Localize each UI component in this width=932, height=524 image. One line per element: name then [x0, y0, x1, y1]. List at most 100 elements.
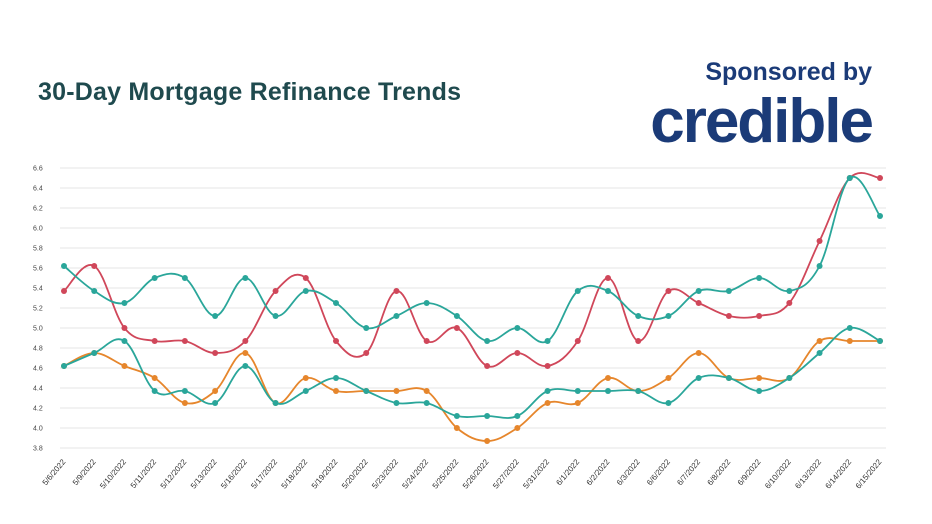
y-tick-label: 5.0: [33, 326, 43, 333]
y-tick-label: 4.2: [33, 406, 43, 413]
data-point: [181, 388, 188, 394]
data-point: [665, 400, 672, 406]
data-point: [725, 288, 732, 294]
data-point: [423, 300, 430, 306]
data-point: [635, 388, 642, 394]
data-point: [816, 350, 823, 356]
data-point: [665, 375, 672, 381]
credible-logo[interactable]: credible: [650, 87, 874, 156]
y-tick-label: 5.8: [33, 246, 43, 253]
y-tick-label: 6.4: [33, 186, 43, 193]
data-point: [61, 263, 67, 269]
data-point: [91, 288, 98, 294]
x-tick-label: 6/9/2022: [736, 457, 763, 487]
data-point: [121, 338, 128, 344]
x-tick-label: 5/16/2022: [219, 457, 249, 490]
data-point: [635, 338, 642, 344]
data-point: [181, 275, 188, 281]
data-point: [605, 288, 611, 294]
data-point: [725, 313, 732, 319]
y-tick-label: 4.4: [33, 386, 43, 393]
y-tick-label: 5.4: [33, 286, 43, 293]
y-tick-label: 6.2: [33, 206, 43, 213]
data-point: [544, 338, 551, 344]
x-tick-label: 6/3/2022: [615, 457, 642, 487]
x-tick-label: 5/25/2022: [431, 457, 461, 490]
data-point: [212, 350, 219, 356]
data-point: [302, 375, 309, 381]
data-point: [695, 300, 702, 306]
data-point: [212, 313, 219, 319]
series-line: [63, 172, 881, 368]
y-tick-label: 3.8: [33, 446, 43, 453]
data-point: [333, 388, 339, 394]
data-point: [61, 363, 67, 369]
data-point: [453, 425, 460, 431]
data-point: [363, 325, 370, 331]
y-tick-label: 6.0: [33, 226, 43, 233]
data-point: [605, 275, 611, 281]
x-tick-label: 6/8/2022: [706, 457, 733, 487]
x-tick-label: 5/26/2022: [461, 457, 491, 490]
x-tick-label: 6/2/2022: [585, 457, 612, 487]
data-point: [181, 400, 188, 406]
data-point: [756, 313, 763, 319]
data-point: [574, 288, 581, 294]
data-point: [786, 375, 793, 381]
data-point: [786, 288, 793, 294]
x-tick-label: 5/31/2022: [521, 457, 551, 490]
data-point: [756, 275, 763, 281]
series-line: [63, 337, 880, 442]
data-point: [242, 363, 249, 369]
data-point: [514, 350, 521, 356]
data-point: [423, 338, 430, 344]
data-point: [333, 300, 339, 306]
data-point: [363, 388, 370, 394]
x-tick-label: 6/10/2022: [763, 457, 793, 490]
data-point: [423, 400, 430, 406]
y-tick-label: 5.6: [33, 266, 43, 273]
data-point: [302, 288, 309, 294]
data-point: [393, 400, 400, 406]
data-point: [302, 388, 309, 394]
data-point: [91, 263, 98, 269]
data-point: [181, 338, 188, 344]
data-point: [514, 425, 521, 431]
page-title: 30-Day Mortgage Refinance Trends: [38, 78, 462, 106]
y-tick-label: 5.2: [33, 306, 43, 313]
data-point: [242, 338, 249, 344]
data-point: [121, 363, 128, 369]
data-point: [786, 300, 793, 306]
series-line: [63, 326, 881, 419]
data-point: [574, 400, 581, 406]
data-point: [272, 400, 279, 406]
data-point: [393, 288, 400, 294]
data-point: [877, 213, 883, 219]
data-point: [574, 388, 581, 394]
x-tick-label: 5/27/2022: [491, 457, 521, 490]
x-tick-label: 6/1/2022: [554, 457, 581, 487]
data-point: [695, 288, 702, 294]
data-point: [846, 325, 853, 331]
data-point: [756, 388, 763, 394]
y-tick-label: 4.6: [33, 366, 43, 373]
x-tick-label: 6/7/2022: [675, 457, 702, 487]
x-tick-label: 5/6/2022: [41, 457, 68, 487]
data-point: [212, 388, 219, 394]
data-point: [544, 400, 551, 406]
data-point: [363, 350, 370, 356]
data-point: [333, 375, 339, 381]
data-point: [212, 400, 219, 406]
series-line: [63, 175, 881, 344]
data-point: [453, 325, 460, 331]
data-point: [816, 263, 823, 269]
x-tick-label: 5/24/2022: [400, 457, 430, 490]
data-point: [242, 275, 249, 281]
sponsor-label: Sponsored by: [705, 58, 872, 86]
data-point: [121, 325, 128, 331]
data-point: [695, 350, 702, 356]
data-point: [725, 375, 732, 381]
data-point: [453, 413, 460, 419]
data-point: [484, 338, 491, 344]
data-point: [393, 388, 400, 394]
